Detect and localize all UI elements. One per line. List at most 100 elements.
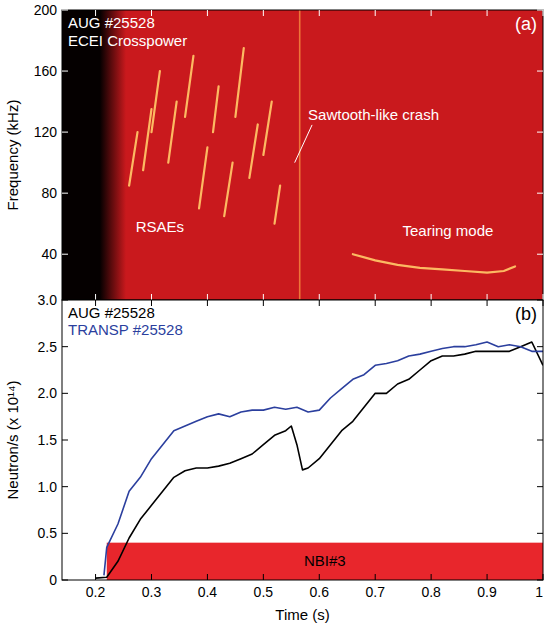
x-tick-label: 0.6 [310,584,330,600]
no-signal-background [62,10,543,300]
x-tick [543,294,544,300]
frame [62,10,543,300]
y-tick [62,300,68,301]
y-tick-label: 120 [34,124,58,140]
y-tick-label: 40 [41,246,57,262]
x-tick [375,294,376,300]
y-tick [537,193,543,194]
x-tick-label: 0.4 [198,584,218,600]
y-tick-label: 1.5 [38,432,58,448]
x-tick [375,300,376,306]
x-tick [151,574,152,580]
x-tick [487,300,488,306]
plot-background [62,300,543,580]
annotation: RSAEs [136,218,184,235]
legend-entry: TRANSP #25528 [68,321,183,338]
x-axis-title: Time (s) [275,606,329,623]
x-tick [375,10,376,16]
y-tick [62,346,68,347]
x-tick-label: 1 [535,584,543,600]
x-tick [95,574,96,580]
y-tick-label: 2.5 [38,339,58,355]
y-tick [62,486,68,487]
x-tick-label: 0.2 [86,584,106,600]
x-tick [263,300,264,306]
panel-letter: (b) [515,304,537,324]
y-axis-title: Frequency (kHz) [4,100,21,211]
x-tick [207,574,208,580]
y-tick-label: 1.0 [38,479,58,495]
y-tick [62,580,68,581]
x-tick-label: 0.3 [142,584,162,600]
x-tick [543,574,544,580]
y-tick [537,346,543,347]
x-tick [263,574,264,580]
plot-area [96,342,543,580]
y-tick-label: 2.0 [38,385,58,401]
frame [62,300,543,580]
x-tick-label: 0.9 [477,584,497,600]
x-tick [319,10,320,16]
y-tick-label: 160 [34,63,58,79]
y-tick-label: 80 [41,185,57,201]
x-tick [431,10,432,16]
y-tick [537,300,543,301]
spectrogram-signal [100,10,543,300]
y-tick-label: 0 [49,572,57,588]
x-tick [263,10,264,16]
x-tick [319,300,320,306]
y-tick [62,193,68,194]
spectral-trace [299,10,301,300]
y-axis-title: Neutron/s (x 10¹⁴) [4,381,21,500]
y-tick [537,254,543,255]
y-tick [537,71,543,72]
x-tick-label: 0.8 [421,584,441,600]
x-tick [487,294,488,300]
y-tick [62,254,68,255]
y-tick [537,440,543,441]
x-tick [543,10,544,16]
figure: 4080120160200AUG #25528ECEI Crosspower(a… [0,0,551,632]
x-tick [487,574,488,580]
y-tick [62,533,68,534]
x-tick [319,574,320,580]
y-tick [537,132,543,133]
x-tick [431,574,432,580]
plot-area [62,10,543,300]
y-tick-label: 0.5 [38,525,58,541]
x-tick [207,300,208,306]
x-tick-label: 0.7 [365,584,385,600]
panel-a: 40 80 120 160 200 AUG #25528ECEI Crosspower (a… [4,2,543,300]
y-tick-label: 200 [34,2,58,18]
y-tick [62,132,68,133]
x-tick [207,10,208,16]
annotation: Sawtooth-like crash [308,106,439,123]
y-tick [537,393,543,394]
series-line [104,342,543,575]
x-tick [487,10,488,16]
bar-label: NBI#3 [304,552,346,569]
panel-letter: (a) [515,14,537,34]
panel-subtitle: ECEI Crosspower [68,32,187,49]
x-tick [431,294,432,300]
legend-entry: AUG #25528 [68,304,155,321]
panel-b: NBI#300.51.01.52.02.53.00.20.30.40.50.60… [4,292,543,623]
panel-title: AUG #25528 [68,14,155,31]
annotation-leader [295,125,312,163]
x-tick-label: 0.5 [254,584,274,600]
y-tick [537,533,543,534]
x-tick [319,294,320,300]
y-tick [537,486,543,487]
x-tick [207,294,208,300]
y-tick [62,393,68,394]
spectral-trace [129,48,280,224]
x-tick [543,300,544,306]
x-tick [263,294,264,300]
y-tick [537,10,543,11]
x-tick [95,294,96,300]
y-tick [62,71,68,72]
x-tick [431,300,432,306]
nbi-bar [107,543,543,580]
annotation: Tearing mode [402,222,493,239]
y-tick [62,10,68,11]
